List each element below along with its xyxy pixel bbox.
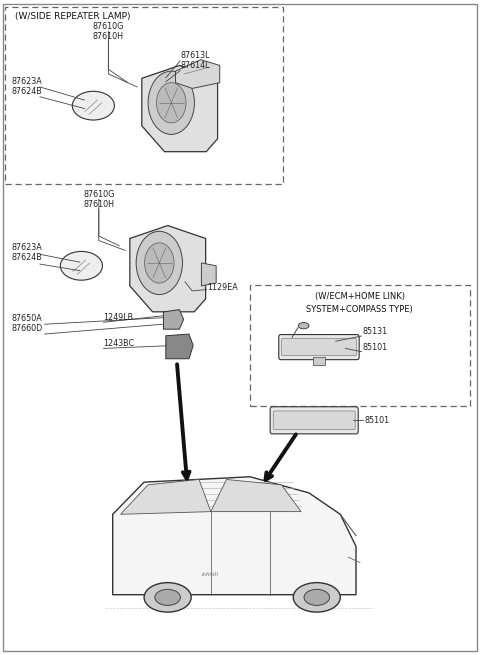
Ellipse shape — [148, 71, 194, 134]
Text: 87610H: 87610H — [93, 31, 124, 41]
Ellipse shape — [144, 583, 191, 612]
Ellipse shape — [298, 322, 309, 329]
Polygon shape — [176, 60, 220, 88]
Text: 87610G: 87610G — [93, 22, 124, 31]
Text: (W/SIDE REPEATER LAMP): (W/SIDE REPEATER LAMP) — [15, 12, 131, 22]
Ellipse shape — [155, 590, 180, 605]
Ellipse shape — [72, 91, 114, 120]
Text: 87624B: 87624B — [11, 253, 42, 262]
Ellipse shape — [60, 252, 102, 280]
Polygon shape — [163, 310, 184, 329]
Ellipse shape — [144, 243, 174, 283]
Ellipse shape — [156, 83, 186, 123]
Polygon shape — [166, 334, 193, 359]
Text: infiniti: infiniti — [202, 572, 219, 577]
Text: 1129EA: 1129EA — [207, 282, 238, 291]
Text: 87623A: 87623A — [11, 77, 42, 86]
Bar — [313, 357, 324, 365]
Ellipse shape — [293, 583, 340, 612]
Text: 85101: 85101 — [364, 416, 390, 425]
Polygon shape — [202, 263, 216, 286]
Text: 87624B: 87624B — [11, 87, 42, 96]
Text: 87614L: 87614L — [180, 61, 210, 70]
Text: 87613L: 87613L — [180, 51, 210, 60]
Text: (W/ECM+HOME LINK): (W/ECM+HOME LINK) — [315, 291, 405, 301]
Polygon shape — [211, 479, 301, 512]
FancyBboxPatch shape — [270, 407, 358, 434]
Polygon shape — [130, 225, 205, 312]
Polygon shape — [120, 479, 211, 514]
FancyBboxPatch shape — [273, 411, 355, 430]
FancyBboxPatch shape — [282, 339, 356, 356]
Text: 85101: 85101 — [362, 343, 387, 352]
Text: 87623A: 87623A — [11, 244, 42, 252]
FancyBboxPatch shape — [279, 335, 359, 360]
Text: 87660D: 87660D — [11, 324, 42, 333]
Polygon shape — [113, 477, 356, 595]
Text: 85131: 85131 — [362, 327, 387, 336]
Text: 87610G: 87610G — [83, 190, 115, 198]
Text: 1249LB: 1249LB — [104, 312, 134, 322]
Text: 87650A: 87650A — [11, 314, 42, 323]
Text: 87610H: 87610H — [84, 200, 114, 208]
Text: SYSTEM+COMPASS TYPE): SYSTEM+COMPASS TYPE) — [306, 305, 413, 314]
Ellipse shape — [136, 231, 182, 295]
Ellipse shape — [304, 590, 330, 605]
Polygon shape — [142, 66, 217, 152]
Text: 1243BC: 1243BC — [104, 339, 135, 348]
